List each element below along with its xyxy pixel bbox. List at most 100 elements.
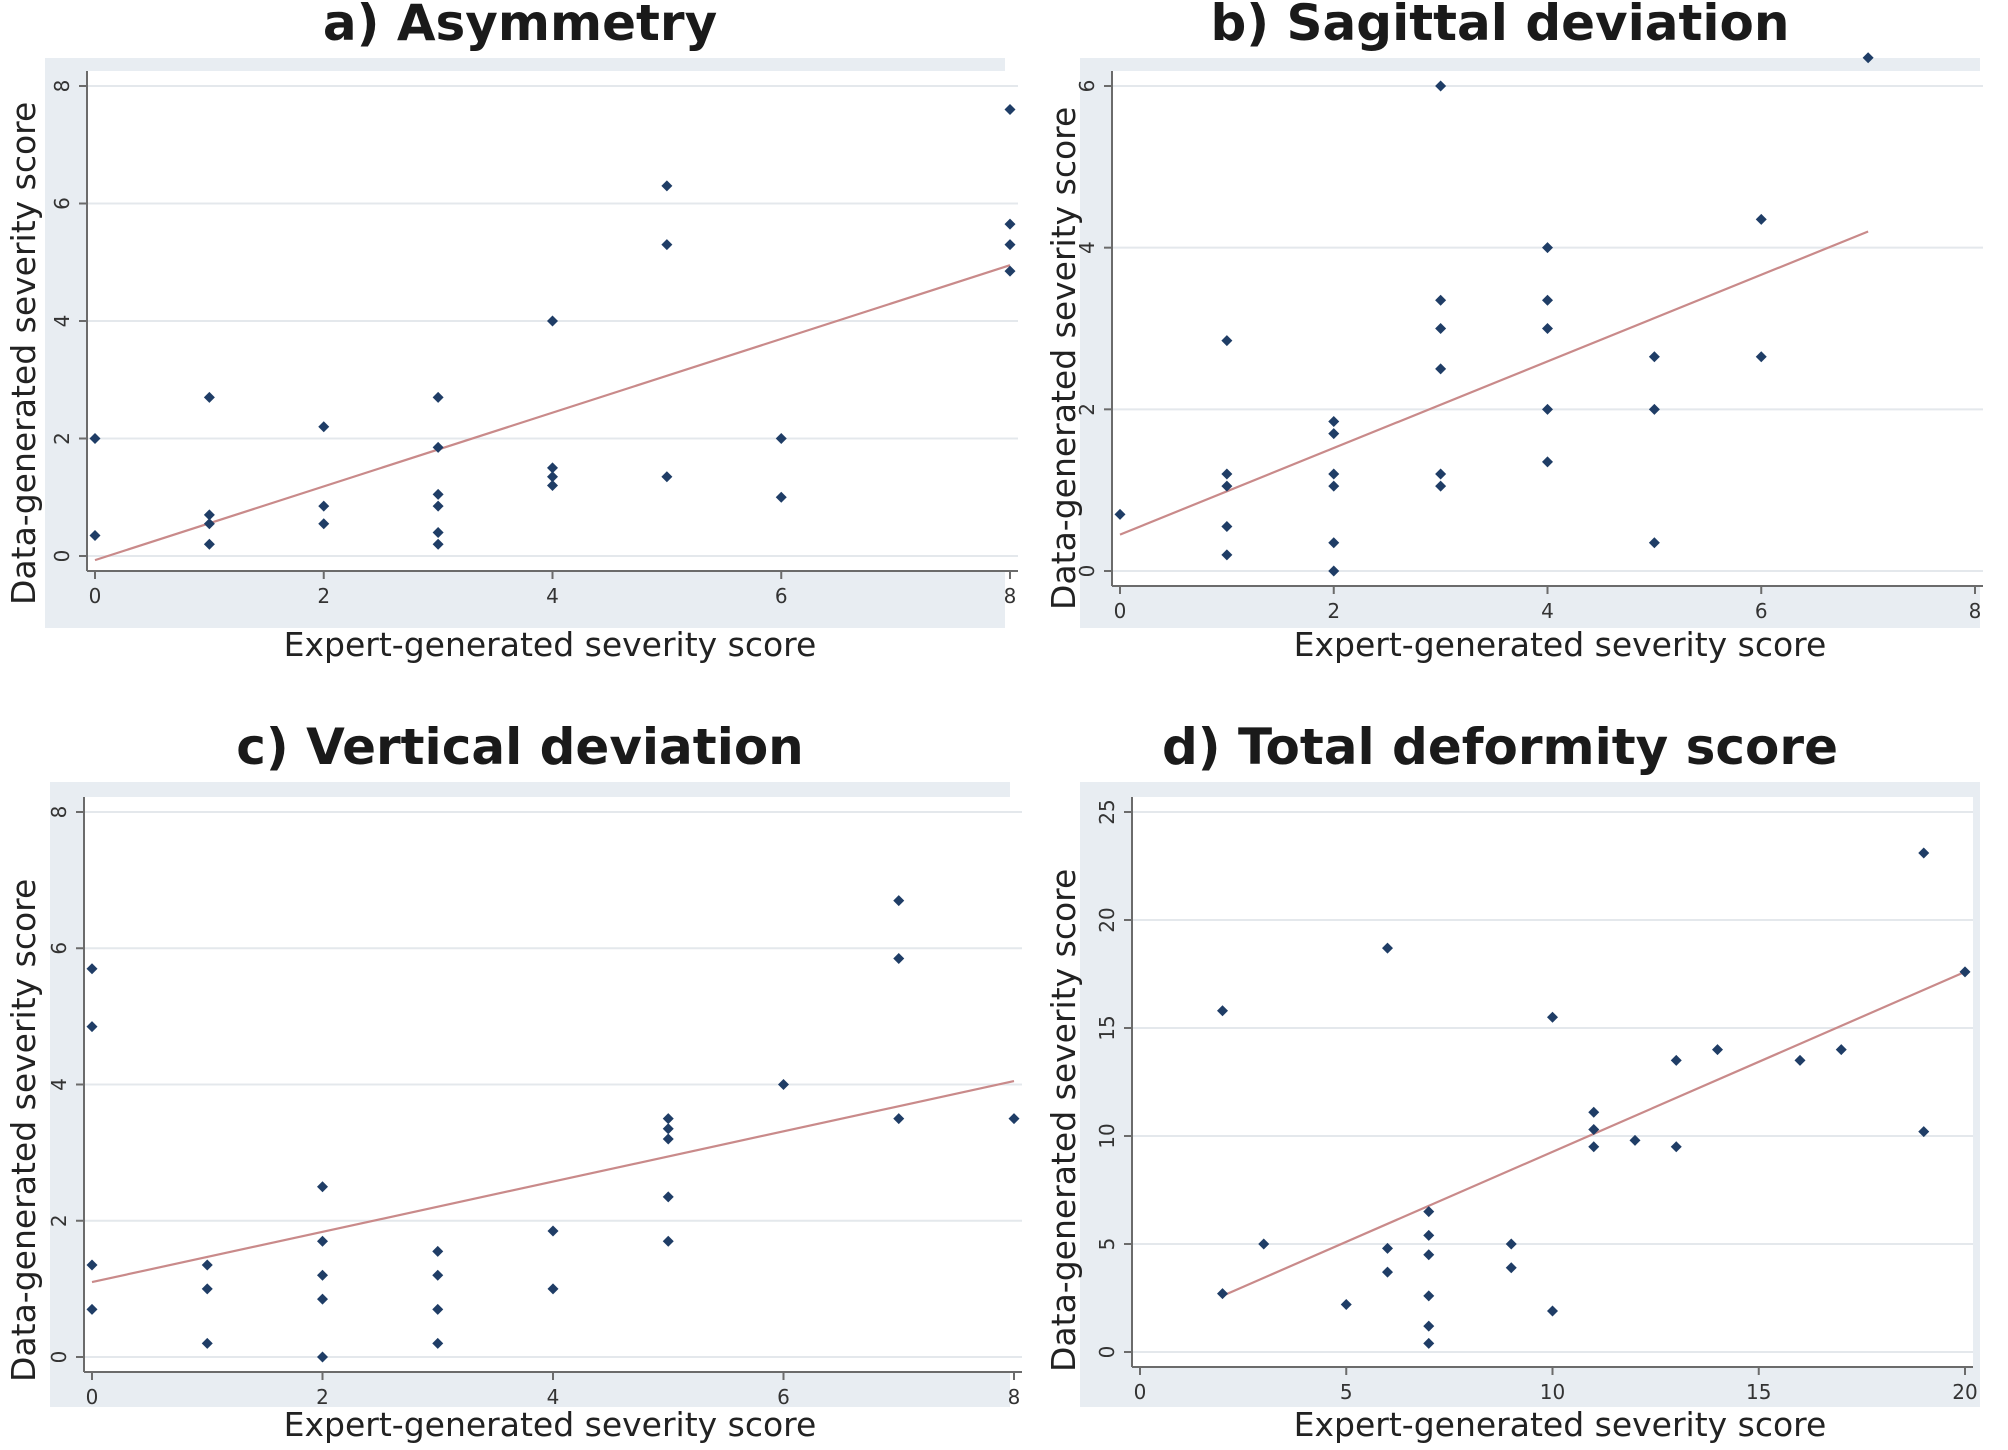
y-tick-label: 4 — [47, 1078, 71, 1091]
data-point — [89, 529, 101, 541]
data-point — [1648, 403, 1660, 415]
data-point — [1588, 1106, 1600, 1118]
data-point — [201, 1283, 213, 1295]
data-point — [432, 1337, 444, 1349]
data-point — [1862, 52, 1874, 64]
x-tick-label: 2 — [317, 584, 330, 608]
y-axis-label: Data-generated severity score — [1044, 106, 1083, 610]
data-point — [778, 1079, 789, 1090]
y-axis-label: Data-generated severity score — [4, 878, 43, 1382]
data-point — [203, 538, 215, 550]
data-point — [1755, 351, 1767, 363]
scatter-chart-asymmetry: 0 2 4 6 8 0 2 4 6 8 — [50, 71, 1018, 608]
chart-title: d) Total deformity score — [1162, 718, 1838, 776]
fit-line — [1119, 230, 1869, 536]
data-point — [1505, 1262, 1517, 1274]
y-tick-label: 8 — [47, 806, 71, 819]
x-axis-label: Expert-generated severity score — [283, 625, 817, 664]
data-point — [1328, 480, 1340, 492]
y-tick-label: 0 — [1095, 1346, 1119, 1359]
data-point — [1382, 942, 1393, 954]
data-point — [1008, 1113, 1020, 1125]
data-point — [1435, 363, 1447, 375]
data-point — [1435, 323, 1447, 334]
data-point — [1648, 351, 1660, 363]
data-point — [1004, 265, 1016, 277]
y-tick-label: 2 — [1075, 403, 1099, 416]
data-point — [1547, 1305, 1558, 1317]
x-tick-label: 4 — [547, 1385, 560, 1409]
data-point — [1217, 1288, 1228, 1300]
x-tick-label: 2 — [1327, 599, 1340, 623]
y-tick-label: 0 — [47, 1351, 71, 1364]
x-tick-label: 10 — [1540, 1380, 1565, 1404]
y-tick-label: 8 — [50, 80, 74, 93]
x-tick-label: 5 — [1340, 1380, 1353, 1404]
data-point — [432, 1303, 444, 1315]
data-point — [86, 1303, 98, 1315]
data-point — [893, 895, 905, 907]
x-tick-label: 0 — [1114, 599, 1127, 623]
data-point — [893, 952, 905, 964]
x-tick-label: 2 — [316, 1385, 329, 1409]
data-point — [662, 1113, 674, 1125]
data-point — [318, 421, 330, 433]
fit-line — [94, 264, 1011, 562]
x-tick-label: 6 — [1755, 599, 1768, 623]
data-point — [547, 471, 558, 483]
x-tick-label: 0 — [86, 1385, 99, 1409]
data-point — [1382, 1242, 1393, 1254]
data-point — [432, 500, 444, 512]
data-point — [1435, 480, 1447, 492]
data-point — [662, 1123, 674, 1135]
data-point — [1542, 403, 1553, 415]
data-point — [317, 1269, 328, 1281]
data-point — [1221, 521, 1233, 533]
chart-title: b) Sagittal deviation — [1210, 0, 1790, 52]
y-tick-label: 4 — [50, 315, 74, 328]
data-point — [432, 1269, 444, 1281]
data-point — [547, 315, 558, 327]
data-point — [1221, 480, 1233, 492]
data-point — [775, 433, 787, 444]
data-point — [1435, 294, 1447, 306]
data-point — [547, 1225, 559, 1237]
x-tick-label: 8 — [1969, 599, 1982, 623]
y-tick-label: 5 — [1095, 1238, 1119, 1251]
data-point — [317, 1351, 328, 1363]
x-axis-label: Expert-generated severity score — [283, 1405, 817, 1444]
y-tick-label: 6 — [47, 942, 71, 955]
y-tick-label: 15 — [1095, 1015, 1119, 1040]
x-tick-label: 8 — [1008, 1385, 1021, 1409]
y-tick-label: 25 — [1095, 799, 1119, 824]
data-point — [203, 509, 215, 521]
data-point — [1423, 1290, 1435, 1302]
x-axis-label: Expert-generated severity score — [1293, 625, 1827, 664]
data-point — [432, 1245, 444, 1257]
data-point — [1328, 537, 1340, 549]
data-point — [1328, 468, 1340, 480]
x-tick-label: 4 — [1541, 599, 1554, 623]
data-point — [1328, 415, 1340, 427]
data-point — [1670, 1054, 1682, 1066]
data-point — [547, 480, 558, 491]
data-point — [1328, 565, 1340, 577]
y-tick-label: 2 — [47, 1214, 71, 1227]
data-point — [317, 1235, 328, 1247]
data-point — [1340, 1298, 1352, 1310]
data-point — [662, 1191, 674, 1203]
data-point — [661, 239, 673, 251]
chart-title: c) Vertical deviation — [236, 718, 804, 776]
x-tick-label: 15 — [1746, 1380, 1771, 1404]
data-point — [203, 391, 215, 403]
data-point — [1959, 966, 1971, 978]
data-point — [1221, 549, 1233, 561]
data-point — [1004, 104, 1016, 115]
y-axis-label: Data-generated severity score — [1044, 868, 1083, 1372]
y-tick-label: 6 — [50, 197, 74, 210]
data-point — [547, 1283, 559, 1295]
data-point — [1435, 468, 1447, 480]
data-point — [89, 433, 101, 444]
x-tick-label: 0 — [89, 584, 102, 608]
data-point — [1221, 335, 1233, 347]
